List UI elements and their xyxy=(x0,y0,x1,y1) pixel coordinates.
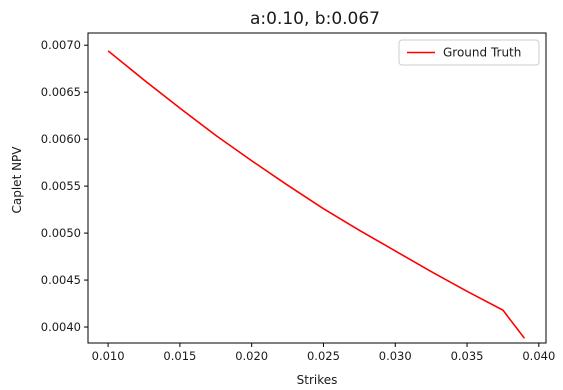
x-tick-label: 0.025 xyxy=(307,349,340,363)
plot-area xyxy=(107,50,526,339)
x-tick-label: 0.020 xyxy=(235,349,268,363)
y-tick-label: 0.0070 xyxy=(41,38,81,52)
x-tick-label: 0.015 xyxy=(163,349,196,363)
x-axis-label: Strikes xyxy=(297,373,338,387)
y-tick-label: 0.0055 xyxy=(41,179,81,193)
x-tick-label: 0.030 xyxy=(379,349,412,363)
y-tick-label: 0.0050 xyxy=(41,226,81,240)
y-tick-label: 0.0060 xyxy=(41,132,81,146)
legend-label-0: Ground Truth xyxy=(443,46,521,60)
legend-box xyxy=(398,39,540,66)
x-tick-label: 0.035 xyxy=(451,349,484,363)
y-axis-label: Caplet NPV xyxy=(10,146,24,214)
y-tick-label: 0.0040 xyxy=(41,320,81,334)
legend: Ground Truth xyxy=(398,39,540,66)
x-tick-label: 0.010 xyxy=(92,349,125,363)
axes: 0.010 0.015 0.020 0.025 0.030 0.035 0.040 0.004… xyxy=(41,32,555,363)
chart-title: a:0.10, b:0.067 xyxy=(250,9,380,29)
series-line-0 xyxy=(107,50,526,339)
y-tick-label: 0.0065 xyxy=(41,85,81,99)
plot-frame xyxy=(87,32,547,344)
x-tick-label: 0.040 xyxy=(522,349,555,363)
y-tick-label: 0.0045 xyxy=(41,273,81,287)
